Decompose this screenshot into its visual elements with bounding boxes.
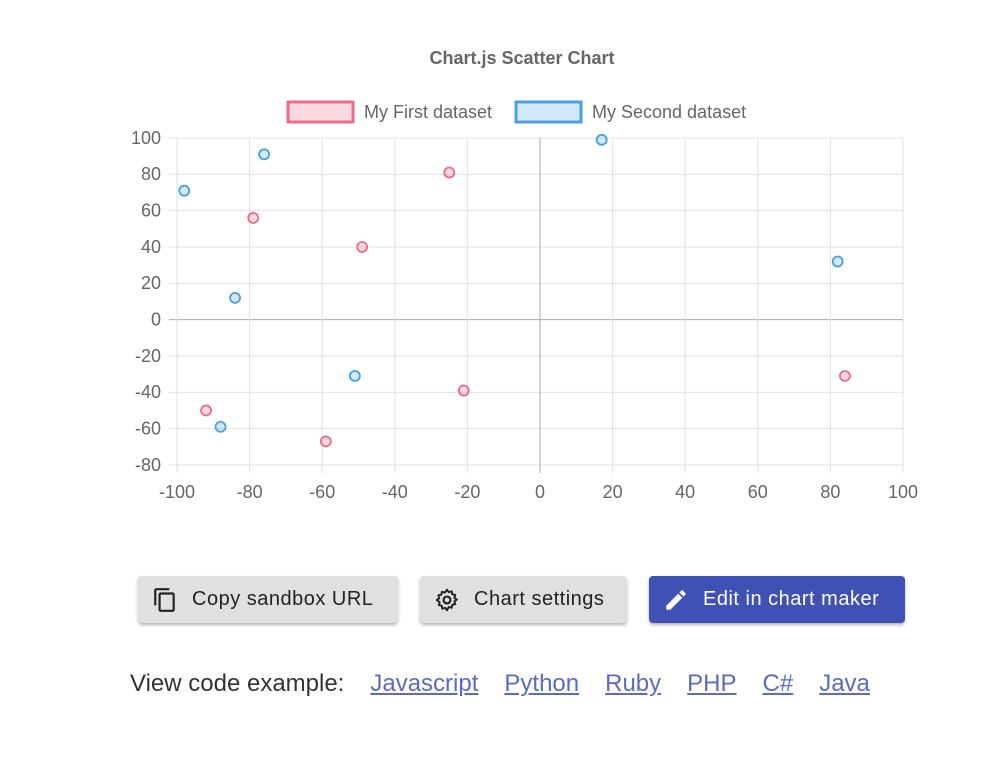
button-label: Chart settings	[474, 588, 605, 610]
code-link[interactable]: Javascript	[370, 670, 479, 697]
gear-icon	[435, 588, 458, 611]
code-link[interactable]: Ruby	[605, 670, 662, 697]
code-link[interactable]: PHP	[687, 670, 737, 697]
y-tick-label: 80	[141, 164, 161, 184]
y-tick-label: -40	[135, 382, 161, 402]
code-link[interactable]: Java	[819, 670, 870, 697]
y-tick-label: -20	[135, 346, 161, 366]
edit-button[interactable]: Edit in chart maker	[649, 576, 905, 623]
point	[229, 291, 241, 304]
legend-label: My First dataset	[364, 102, 492, 122]
code-link[interactable]: C#	[762, 670, 794, 697]
x-tick-label: -20	[454, 482, 480, 502]
x-tick-label: -100	[159, 482, 195, 502]
point	[443, 166, 456, 179]
chart-title: Chart.js Scatter Chart	[429, 48, 614, 68]
settings-button[interactable]: Chart settings	[420, 576, 627, 623]
point	[200, 404, 212, 417]
copy-icon	[154, 587, 175, 612]
x-tick-label: -40	[382, 482, 408, 502]
point	[348, 370, 361, 382]
point	[319, 435, 332, 448]
x-tick-label: 60	[748, 482, 768, 502]
x-tick-label: 40	[675, 482, 695, 502]
point	[839, 370, 851, 382]
legend-swatch	[286, 100, 355, 124]
y-tick-label: 0	[151, 309, 161, 329]
x-tick-label: -80	[237, 482, 263, 502]
point	[831, 255, 844, 268]
button-label: Copy sandbox URL	[192, 588, 374, 610]
legend-swatch	[514, 100, 583, 124]
y-tick-label: 60	[141, 200, 161, 220]
point	[214, 420, 227, 433]
point	[178, 184, 191, 197]
x-tick-label: 80	[820, 482, 840, 502]
y-tick-label: -60	[135, 418, 161, 438]
point	[247, 212, 260, 224]
y-tick-label: 40	[141, 237, 161, 257]
point	[595, 133, 608, 146]
code-examples: View code example: Javascript Python Ruby P…	[130, 670, 870, 698]
y-tick-label: 100	[131, 128, 161, 148]
point	[356, 241, 369, 253]
y-tick-label: 20	[141, 273, 161, 293]
code-link[interactable]: Python	[504, 670, 580, 697]
y-tick-label: -80	[135, 455, 161, 475]
chart: Chart.js Scatter Chart -80 -60 -40 -20 0 20 40…	[131, 48, 918, 502]
code-label: View code example:	[130, 670, 345, 697]
point	[258, 148, 271, 161]
point	[457, 384, 470, 397]
copy-button[interactable]: Copy sandbox URL	[138, 576, 398, 623]
legend-label: My Second dataset	[592, 102, 746, 122]
button-label: Edit in chart maker	[703, 588, 880, 610]
x-tick-label: 20	[603, 482, 623, 502]
x-tick-label: 0	[535, 482, 545, 502]
x-tick-label: -60	[309, 482, 335, 502]
x-tick-label: 100	[888, 482, 918, 502]
pencil-icon	[666, 589, 686, 610]
